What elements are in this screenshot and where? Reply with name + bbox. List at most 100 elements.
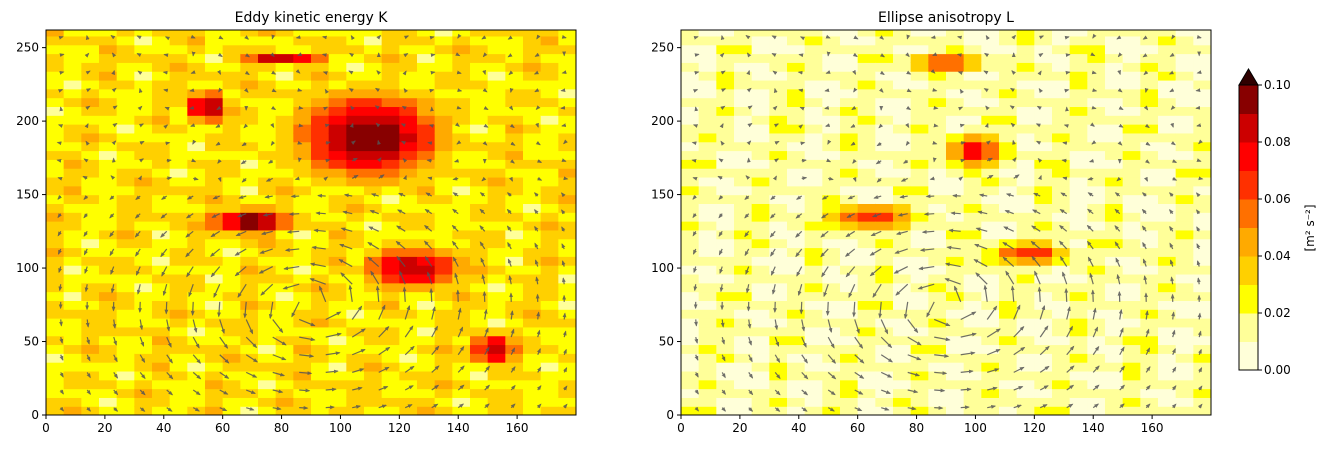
heatmap-cell <box>1034 247 1053 257</box>
heatmap-cell <box>169 370 188 381</box>
heatmap-cell <box>187 53 206 63</box>
heatmap-cell <box>328 212 347 222</box>
quiver-arrow <box>58 35 64 40</box>
quiver-arrow <box>847 195 855 200</box>
heatmap-cell <box>328 300 347 310</box>
heatmap-cell <box>487 132 506 143</box>
quiver-arrow <box>510 384 516 391</box>
heatmap-cell <box>417 212 436 222</box>
heatmap-cell <box>364 291 383 301</box>
quiver-arrow <box>694 389 699 395</box>
heatmap-cell <box>857 221 876 231</box>
heatmap-cell <box>804 379 823 390</box>
quiver-arrow <box>745 284 750 294</box>
heatmap-cell <box>81 168 100 178</box>
heatmap-cell <box>734 132 753 143</box>
heatmap-cell <box>558 344 576 354</box>
heatmap-cell <box>893 291 912 301</box>
heatmap-cell <box>857 203 876 213</box>
heatmap-cell <box>698 124 717 134</box>
heatmap-cell <box>311 238 330 249</box>
quiver-arrow <box>351 305 363 320</box>
quiver-arrow <box>1119 365 1125 373</box>
heatmap-cell <box>169 79 188 90</box>
heatmap-cell <box>1016 62 1035 72</box>
heatmap-cell <box>81 44 100 55</box>
heatmap-cell <box>187 273 206 284</box>
quiver-arrow <box>1171 348 1176 355</box>
heatmap-cell <box>1122 194 1141 204</box>
heatmap-cell <box>240 397 259 407</box>
heatmap-cell <box>1016 309 1035 319</box>
heatmap-cell <box>1034 370 1053 381</box>
heatmap-cell <box>434 406 453 415</box>
heatmap-cell <box>769 115 788 125</box>
heatmap-cell <box>910 115 929 125</box>
heatmap-cell <box>187 379 206 390</box>
heatmap-cell <box>787 176 806 187</box>
quiver-arrow <box>534 242 539 250</box>
quiver-arrow <box>111 87 117 93</box>
heatmap-cell <box>1016 88 1035 99</box>
quiver-arrow <box>774 372 781 380</box>
heatmap-cell <box>981 326 1000 337</box>
heatmap-cell <box>734 397 753 407</box>
heatmap-cell <box>681 150 700 160</box>
heatmap-cell <box>116 326 135 337</box>
heatmap-field <box>681 30 1211 415</box>
heatmap-cell <box>275 318 294 328</box>
heatmap-cell <box>505 141 524 152</box>
heatmap-cell <box>681 353 700 363</box>
heatmap-cell <box>698 291 717 301</box>
quiver-arrow <box>59 70 65 75</box>
heatmap-cell <box>1193 362 1211 372</box>
heatmap-cell <box>205 115 224 125</box>
quiver-arrow <box>210 230 221 238</box>
quiver-arrow <box>429 287 434 302</box>
quiver-arrow <box>1038 35 1045 40</box>
quiver-arrow <box>1039 305 1046 320</box>
quiver-arrow <box>209 248 221 257</box>
heatmap-cell <box>857 53 876 63</box>
quiver-arrow <box>139 372 146 380</box>
heatmap-cell <box>910 44 929 55</box>
heatmap-cell <box>1087 115 1106 125</box>
heatmap-cell <box>1193 221 1211 231</box>
heatmap-cell <box>240 221 259 231</box>
heatmap-cell <box>981 194 1000 204</box>
heatmap-cell <box>399 265 418 275</box>
heatmap-cell <box>1087 176 1106 187</box>
heatmap-cell <box>1158 185 1177 196</box>
quiver-arrow <box>693 89 699 93</box>
heatmap-cell <box>769 291 788 301</box>
quiver-arrow <box>245 354 259 363</box>
heatmap-cell <box>540 124 559 134</box>
heatmap-cell <box>275 212 294 222</box>
quiver-arrow <box>1036 105 1042 110</box>
quiver-arrow <box>163 88 169 93</box>
quiver-arrow <box>402 157 408 163</box>
heatmap-cell <box>99 30 118 37</box>
heatmap-cell <box>681 35 700 46</box>
heatmap-cell <box>822 344 841 354</box>
heatmap-cell <box>769 300 788 310</box>
heatmap-cell <box>1087 35 1106 46</box>
heatmap-cell <box>716 71 735 81</box>
heatmap-cell <box>981 388 1000 398</box>
heatmap-cell <box>1140 141 1159 152</box>
quiver-arrow <box>820 213 829 219</box>
heatmap-cell <box>751 53 770 63</box>
heatmap-cell <box>46 159 65 169</box>
quiver-arrow <box>1005 193 1014 197</box>
quiver-arrow <box>1004 210 1014 215</box>
heatmap-cell <box>205 406 224 415</box>
heatmap-cell <box>716 318 735 328</box>
heatmap-cell <box>1158 282 1177 293</box>
quiver-arrow <box>985 35 990 41</box>
heatmap-cell <box>999 185 1018 196</box>
heatmap-cell <box>769 344 788 354</box>
heatmap-cell <box>893 185 912 196</box>
heatmap-cell <box>963 88 982 99</box>
heatmap-cell <box>822 53 841 63</box>
quiver-arrow <box>820 230 829 238</box>
